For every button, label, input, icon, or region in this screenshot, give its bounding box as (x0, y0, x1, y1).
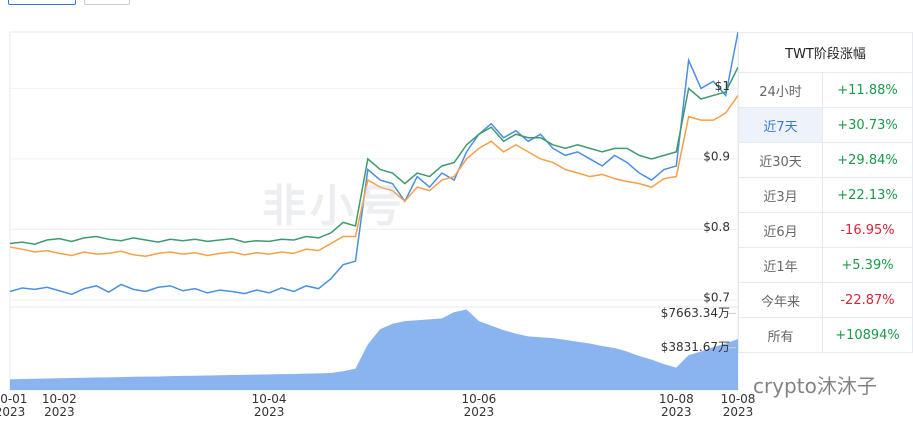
table-row[interactable]: 近30天 +29.84% (738, 142, 913, 178)
change-table: TWT阶段涨幅 24小时 +11.88% 近7天 +30.73% 近30天 +29.84%… (738, 32, 913, 353)
y-tick-label: $0.9 (703, 149, 730, 163)
period-label: 近3月 (738, 177, 823, 213)
change-value: +22.13% (822, 177, 913, 213)
change-value: +29.84% (822, 142, 913, 178)
period-label: 近30天 (738, 142, 823, 178)
volume-tick-label: $7663.34万 (661, 306, 730, 320)
period-label: 近7天 (738, 107, 823, 143)
table-row[interactable]: 所有 +10894% (738, 317, 913, 353)
change-value: +5.39% (822, 247, 913, 283)
period-label: 今年来 (738, 282, 823, 318)
change-value: -22.87% (822, 282, 913, 318)
y-tick-label: $0.8 (703, 220, 730, 234)
change-value: +30.73% (822, 107, 913, 143)
y-tick-label: $0.7 (703, 290, 730, 304)
watermark: crypto沐沐子 (753, 374, 877, 398)
table-row[interactable]: 近1年 +5.39% (738, 247, 913, 283)
x-tick-label: 10-02 2023 (41, 392, 77, 419)
change-value: +10894% (822, 317, 913, 353)
watermark: 非小号 (262, 181, 406, 232)
tab-button[interactable] (8, 0, 76, 5)
x-tick-label: 10-06 2023 (461, 392, 497, 419)
table-row[interactable]: 近7天 +30.73% (738, 107, 913, 143)
volume-area (10, 309, 738, 390)
period-label: 近6月 (738, 212, 823, 248)
table-header: TWT阶段涨幅 (738, 32, 913, 73)
period-label: 所有 (738, 317, 823, 353)
change-value: -16.95% (822, 212, 913, 248)
price-line (9, 31, 739, 296)
y-tick-label: $1 (715, 79, 730, 93)
tab-button[interactable] (84, 0, 130, 5)
price-line (9, 66, 739, 246)
table-row[interactable]: 近6月 -16.95% (738, 212, 913, 248)
x-tick-label: 10-04 2023 (251, 392, 287, 419)
table-row[interactable]: 近3月 +22.13% (738, 177, 913, 213)
change-value: +11.88% (822, 72, 913, 108)
x-tick-label: 10-08 2023 (658, 392, 694, 419)
x-tick-label: 10-08 2023 (720, 392, 756, 419)
table-row[interactable]: 今年来 -22.87% (738, 282, 913, 318)
period-label: 24小时 (738, 72, 823, 108)
table-row[interactable]: 24小时 +11.88% (738, 72, 913, 108)
x-tick-label: 10-01 2023 (0, 392, 28, 419)
period-label: 近1年 (738, 247, 823, 283)
price-line (9, 95, 739, 257)
volume-tick-label: $3831.67万 (661, 340, 730, 354)
